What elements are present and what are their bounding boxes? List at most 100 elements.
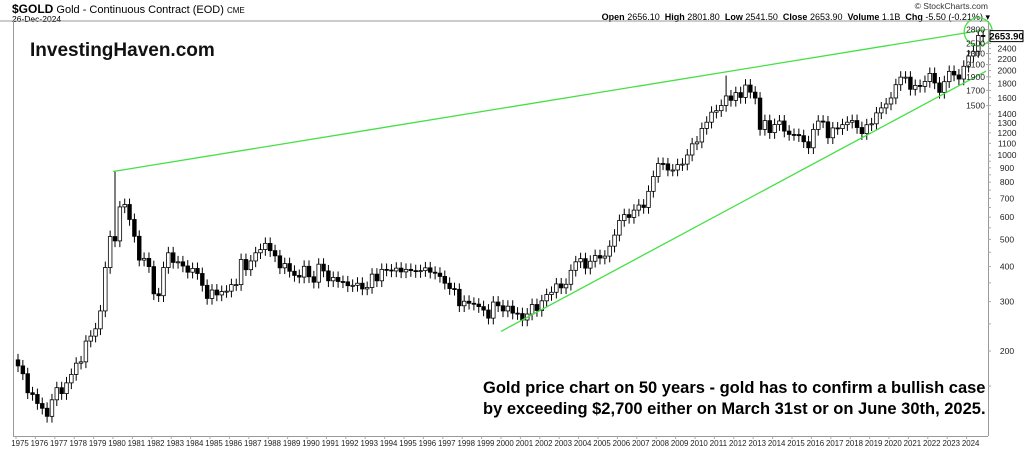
candle-body-down <box>457 288 462 307</box>
candle-body-up <box>355 282 360 286</box>
candle <box>772 118 777 139</box>
candle <box>219 285 224 302</box>
candle-body-down <box>956 74 962 80</box>
candle-body-up <box>883 103 889 109</box>
candle <box>762 114 768 136</box>
candle <box>728 89 734 107</box>
x-tick-label: 2018 <box>845 439 863 448</box>
candle <box>714 104 719 119</box>
high-value: 2801.80 <box>687 12 720 22</box>
x-tick-label: 2006 <box>613 439 631 448</box>
candle <box>437 267 443 283</box>
candle <box>335 271 341 288</box>
x-tick-label: 1981 <box>128 439 146 448</box>
candle <box>190 262 195 279</box>
candle-body-down <box>287 263 292 272</box>
candle <box>820 115 826 129</box>
x-tick-label: 1991 <box>322 439 340 448</box>
candle-body-down <box>413 270 418 273</box>
candle <box>656 157 661 183</box>
candle <box>25 367 30 399</box>
candle <box>520 307 525 327</box>
candle-body-up <box>103 267 108 312</box>
candle <box>413 264 418 278</box>
candle-body-up <box>840 124 845 130</box>
candle-body-up <box>942 81 947 93</box>
candle-body-down <box>321 263 326 272</box>
candle-body-up <box>762 120 768 130</box>
candle-body-up <box>723 95 729 106</box>
candle <box>753 86 758 105</box>
candles <box>15 29 986 423</box>
candle <box>811 123 816 155</box>
candle-body-up <box>879 107 884 114</box>
candle <box>529 298 535 321</box>
candle-body-up <box>69 374 74 384</box>
candle <box>951 65 957 82</box>
y-tick-label: 2100 <box>966 60 985 70</box>
candle-body-up <box>248 260 253 271</box>
candle <box>316 258 321 289</box>
candle <box>864 118 869 140</box>
candle-body-up <box>549 291 554 295</box>
x-tick-label: 1996 <box>419 439 437 448</box>
candle <box>287 257 292 278</box>
close-label: Close <box>782 12 808 22</box>
x-tick-label: 1976 <box>31 439 49 448</box>
y-tick-label: 1300 <box>998 118 1017 128</box>
candle <box>132 213 137 243</box>
candle-body-down <box>200 273 205 286</box>
candle-body-up <box>588 260 593 269</box>
candle-body-down <box>665 163 671 171</box>
y-tick-label: 1200 <box>998 128 1017 138</box>
x-tick-label: 2000 <box>496 439 514 448</box>
x-tick-label: 1980 <box>108 439 126 448</box>
candle <box>723 75 729 112</box>
candle <box>903 71 908 84</box>
x-tick-label: 1985 <box>205 439 223 448</box>
candle <box>888 92 894 111</box>
dropdown-arrow-icon[interactable]: ▾ <box>985 12 990 22</box>
x-tick-label: 2001 <box>516 439 534 448</box>
candle <box>369 268 375 294</box>
candle <box>495 296 501 313</box>
candle <box>704 116 709 135</box>
candle-body-up <box>394 267 399 272</box>
candle-body-up <box>922 81 928 87</box>
candle <box>563 278 569 295</box>
y-tick-label: 800 <box>1000 177 1014 187</box>
candle <box>384 263 389 277</box>
candle <box>850 114 855 129</box>
candle-body-down <box>515 312 520 315</box>
candle-body-up <box>117 206 123 242</box>
candle-body-down <box>825 121 831 139</box>
candle-body-up <box>971 51 976 57</box>
candle <box>292 265 297 282</box>
high-label: High <box>664 12 685 22</box>
candle <box>602 250 608 265</box>
ohlc-readout: Open 2656.10 High 2801.80 Low 2541.50 Cl… <box>602 12 990 23</box>
candle-body-down <box>132 219 137 237</box>
candle-body-up <box>578 258 583 263</box>
candle-body-up <box>816 120 821 130</box>
candle <box>913 79 918 96</box>
candle-body-down <box>151 266 156 295</box>
change-value: -5.50 (-0.21%) <box>925 12 983 22</box>
x-tick-label: 2021 <box>904 439 922 448</box>
candle <box>505 300 511 318</box>
candle <box>932 67 937 90</box>
candle-body-up <box>107 236 113 268</box>
candle <box>64 376 69 400</box>
candle <box>321 258 326 278</box>
candle-body-up <box>607 245 612 257</box>
candle-body-down <box>195 268 200 274</box>
candle <box>922 75 928 93</box>
x-tick-label: 2010 <box>690 439 708 448</box>
candle-body-up <box>461 300 467 307</box>
candle <box>103 261 108 318</box>
candle <box>180 255 186 273</box>
candle <box>680 158 685 171</box>
candle <box>937 76 942 99</box>
candle <box>544 288 549 308</box>
watermark: InvestingHaven.com <box>30 40 215 61</box>
